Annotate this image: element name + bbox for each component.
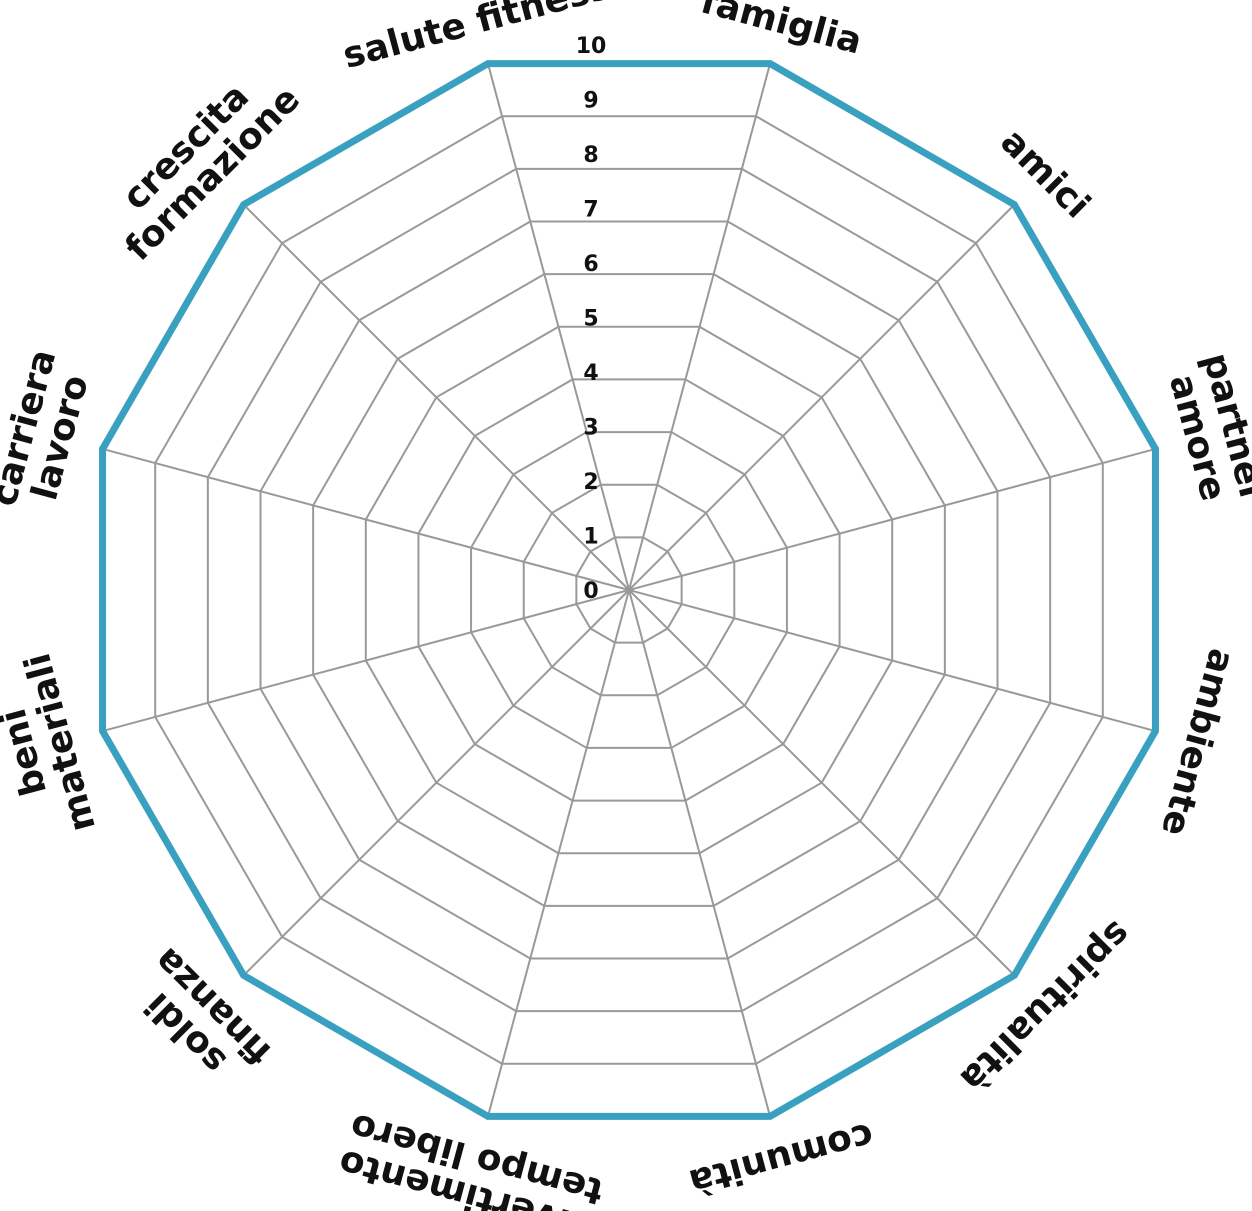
tick-label-layer: 0 1 2 3 4 5 6 7 8 9 10 (576, 34, 607, 604)
category-label-text: famiglia (697, 0, 867, 63)
tick-label: 7 (583, 198, 598, 223)
grid-ring-7 (259, 220, 999, 960)
category-label-text: carrieralavoro (0, 345, 101, 520)
grid-ring-4 (417, 378, 841, 802)
category-label: famiglia (697, 0, 867, 63)
outer-ring (99, 60, 1159, 1120)
category-label: divertimentotempo libero (335, 1105, 609, 1211)
tick-label: 0 (583, 579, 598, 604)
tick-label: 1 (583, 525, 598, 550)
grid-ring-2 (522, 483, 736, 697)
category-label: ambiente (1153, 644, 1242, 840)
tick-label: 4 (583, 361, 598, 386)
grid-ring-9 (154, 115, 1104, 1065)
category-label-text: partneramore (1158, 349, 1252, 517)
tick-label: 8 (583, 143, 598, 168)
outline-layer (99, 60, 1159, 1120)
category-label: carrieralavoro (0, 345, 101, 520)
tick-label: 9 (583, 89, 598, 114)
category-label-line: comunità (685, 1114, 878, 1202)
grid-ring-8 (206, 167, 1052, 1013)
category-label: comunità (685, 1114, 878, 1202)
category-label-line: famiglia (697, 0, 867, 63)
grid-ring-6 (312, 273, 946, 907)
tick-label: 5 (583, 307, 598, 332)
tick-label: 2 (583, 470, 598, 495)
tick-label: 10 (576, 34, 607, 59)
category-label-line: ambiente (1153, 644, 1242, 840)
tick-label: 3 (583, 416, 598, 441)
category-label-text: ambiente (1153, 644, 1242, 840)
tick-label: 6 (583, 252, 598, 277)
grid-layer (102, 63, 1156, 1117)
category-label-text: benimateriali (0, 649, 104, 846)
category-label-text: divertimentotempo libero (335, 1105, 609, 1211)
category-label-text: comunità (685, 1114, 878, 1202)
grid-ring-3 (470, 431, 788, 749)
category-label: benimateriali (0, 649, 104, 846)
grid-ring-5 (364, 325, 894, 855)
grid-ring-1 (575, 536, 683, 644)
category-label: partneramore (1158, 349, 1252, 517)
